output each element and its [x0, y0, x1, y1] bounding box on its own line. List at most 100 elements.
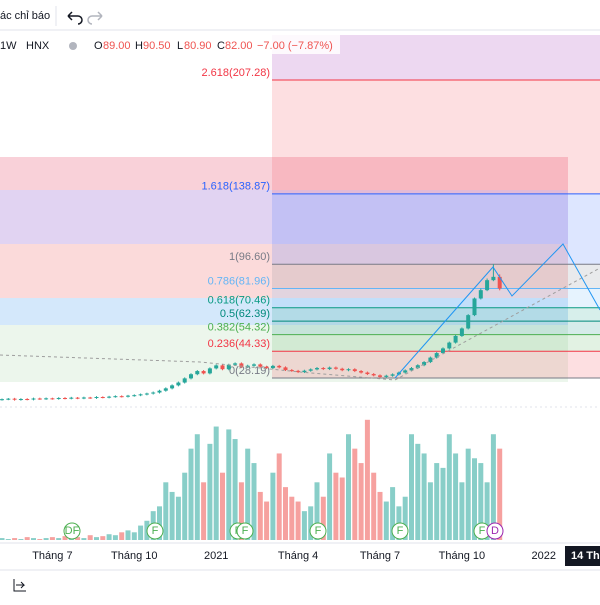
candle-body [466, 315, 471, 329]
event-marker[interactable] [236, 522, 254, 540]
volume-bar [245, 448, 251, 540]
volume-bar [119, 532, 125, 540]
candle-body [25, 399, 30, 401]
volume-group [472, 458, 477, 540]
fib-band-left [0, 157, 568, 190]
trend-line [0, 267, 600, 381]
volume-bar [62, 536, 68, 540]
volume-group [453, 453, 459, 540]
volume-group [232, 439, 238, 540]
event-markers: DF F F F F F F D [63, 522, 504, 540]
volume-bar [446, 434, 452, 540]
event-label: F [152, 525, 159, 537]
volume-group [194, 434, 200, 540]
event-label: F [479, 525, 486, 537]
event-label: F [242, 525, 249, 537]
redo-button[interactable] [87, 11, 103, 25]
volume-bar [346, 434, 351, 540]
volume-group [169, 491, 175, 540]
volume-bar [371, 472, 377, 540]
candle-body [6, 398, 11, 400]
volume-bar [169, 491, 175, 540]
event-marker[interactable] [146, 522, 164, 540]
volume-bar [327, 453, 333, 540]
candle-body [75, 397, 80, 399]
fib-label: 1.618(138.87) [202, 181, 271, 193]
volume-group [138, 525, 144, 540]
volume-group [364, 419, 370, 540]
top-toolbar [0, 0, 600, 30]
x-tick-label: Tháng 10 [111, 550, 157, 562]
candle-body [340, 368, 345, 371]
volume-bar [472, 458, 477, 540]
volume-group [62, 536, 68, 540]
candle-body [384, 375, 389, 377]
volume-bar [5, 539, 11, 540]
volume-group [383, 501, 389, 540]
candle-body [119, 396, 124, 398]
fib-label: 0.236(44.33) [208, 338, 270, 350]
goto-date-button[interactable] [13, 579, 26, 592]
candle-body [81, 397, 86, 399]
fib-label: 1(96.60) [229, 251, 270, 263]
fib-band [272, 334, 600, 352]
volume-bar [213, 426, 219, 540]
candle-body [258, 364, 263, 367]
candle-body [176, 382, 181, 386]
candle-body [239, 363, 244, 368]
volume-bar [364, 419, 370, 540]
ohlc-value: 82.00 [225, 40, 253, 52]
fib-band [272, 79, 600, 194]
candle-body [94, 397, 99, 399]
volume-group [0, 538, 5, 540]
volume-bar [251, 463, 257, 540]
event-marker[interactable] [309, 522, 327, 540]
volume-group [497, 448, 503, 540]
x-tick-label: 2021 [204, 550, 228, 562]
volume-group [24, 537, 30, 540]
volume-bar [440, 467, 446, 540]
volume-group [264, 501, 270, 540]
volume-group [131, 532, 137, 540]
volume-bar [478, 463, 484, 540]
candle-body [459, 328, 464, 336]
volume-group [421, 453, 427, 540]
volume-group [188, 448, 194, 540]
fib-band [272, 321, 600, 335]
undo-button[interactable] [67, 11, 83, 25]
fib-band [272, 307, 600, 322]
candle-body [31, 398, 36, 400]
candle-body [371, 374, 376, 376]
volume-group [31, 538, 36, 540]
volume-bar [226, 429, 232, 540]
volume-bar [100, 536, 106, 540]
event-marker[interactable] [63, 522, 81, 540]
candle-body [201, 371, 206, 374]
volume-group [43, 538, 49, 540]
candle-body [296, 370, 301, 373]
zigzag-drawing [394, 243, 600, 379]
ohlc-label: L [177, 40, 183, 52]
legend-toggle[interactable] [69, 42, 77, 50]
event-label: D [491, 525, 499, 537]
volume-bar [0, 538, 5, 540]
event-marker[interactable] [486, 522, 504, 540]
fib-label: 0.618(70.46) [208, 295, 270, 307]
volume-bar [490, 434, 496, 540]
candle-body [151, 392, 156, 394]
volume-group [409, 434, 414, 540]
fib-label: 2.618(207.28) [202, 67, 271, 79]
candle-body [365, 372, 370, 375]
fib-band [272, 288, 600, 308]
volume-group [201, 482, 207, 540]
candle-body [270, 365, 275, 369]
volume-group [94, 537, 99, 540]
event-marker[interactable] [391, 522, 409, 540]
indicators-button[interactable]: ác chỉ báo [0, 10, 50, 22]
candle-body [447, 342, 452, 349]
volume-group [339, 477, 345, 540]
candle-body [308, 369, 313, 371]
interval: 1W [0, 40, 17, 52]
candle-body [214, 365, 219, 369]
candle-body [226, 364, 231, 370]
